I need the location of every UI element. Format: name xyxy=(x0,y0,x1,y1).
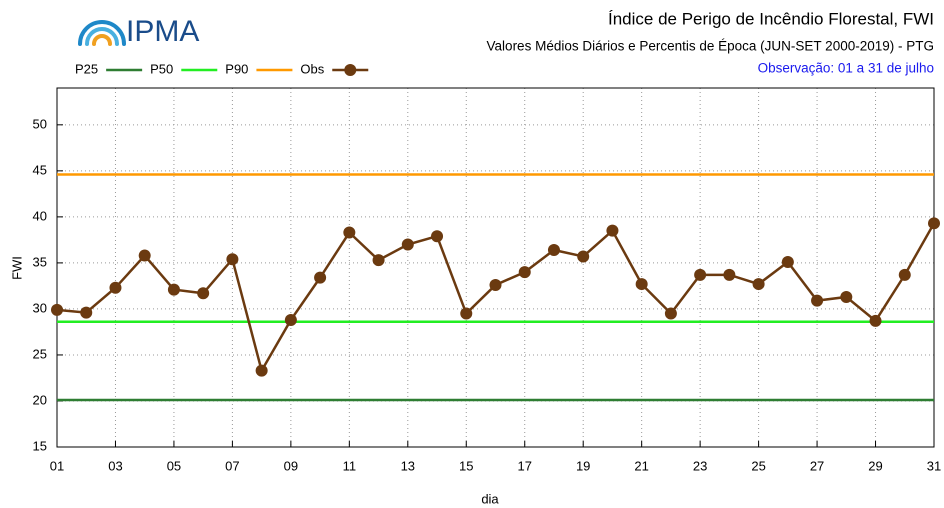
data-point xyxy=(109,281,122,294)
x-tick-label: 01 xyxy=(50,458,64,473)
data-point xyxy=(284,313,297,326)
data-point xyxy=(811,294,824,307)
x-tick-label: 11 xyxy=(343,458,357,473)
x-tick-label: 31 xyxy=(927,458,941,473)
y-tick-label: 20 xyxy=(33,392,47,407)
data-point xyxy=(723,268,736,281)
data-point xyxy=(197,287,210,300)
x-tick-label: 19 xyxy=(576,458,590,473)
x-tick-label: 15 xyxy=(459,458,473,473)
data-point xyxy=(226,253,239,266)
data-point xyxy=(518,266,531,279)
data-point xyxy=(606,224,619,237)
legend-label: P25 xyxy=(75,61,98,76)
x-axis-label: dia xyxy=(481,491,499,506)
data-point xyxy=(314,271,327,284)
x-tick-label: 17 xyxy=(517,458,531,473)
data-point xyxy=(577,250,590,263)
data-point xyxy=(869,314,882,327)
data-point xyxy=(372,254,385,267)
data-point xyxy=(51,303,63,316)
data-point xyxy=(664,307,677,320)
data-point xyxy=(840,290,853,303)
y-tick-label: 15 xyxy=(33,438,47,453)
data-point xyxy=(460,307,473,320)
data-point xyxy=(928,217,940,230)
data-point xyxy=(752,278,765,291)
data-point xyxy=(255,364,268,377)
data-point xyxy=(781,255,794,268)
x-tick-label: 27 xyxy=(810,458,824,473)
data-point xyxy=(431,230,444,243)
y-tick-label: 25 xyxy=(33,346,47,361)
data-point xyxy=(635,278,648,291)
x-tick-label: 05 xyxy=(167,458,181,473)
x-tick-label: 09 xyxy=(284,458,298,473)
y-tick-label: 40 xyxy=(33,208,47,223)
logo-icon xyxy=(78,20,126,46)
legend-label: P90 xyxy=(225,61,248,76)
chart-subtitle: Valores Médios Diários e Percentis de Ép… xyxy=(487,39,934,54)
y-axis-label: FWI xyxy=(9,256,24,280)
data-point xyxy=(694,268,707,281)
chart-note: Observação: 01 a 31 de julho xyxy=(758,61,934,76)
x-tick-label: 13 xyxy=(401,458,415,473)
data-point xyxy=(547,244,560,257)
y-tick-label: 45 xyxy=(33,162,47,177)
y-tick-label: 35 xyxy=(33,254,47,269)
plot-frame xyxy=(56,87,935,448)
x-tick-label: 07 xyxy=(225,458,239,473)
data-point xyxy=(343,226,356,239)
legend-label: Obs xyxy=(300,61,324,76)
chart-title: Índice de Perigo de Incêndio Florestal, … xyxy=(608,9,934,28)
x-tick-label: 29 xyxy=(868,458,882,473)
data-point xyxy=(167,283,180,296)
data-point xyxy=(80,306,93,319)
x-tick-label: 23 xyxy=(693,458,707,473)
y-tick-label: 30 xyxy=(33,300,47,315)
x-tick-label: 21 xyxy=(634,458,648,473)
data-point xyxy=(898,268,911,281)
logo-text: IPMA xyxy=(126,15,199,48)
data-point xyxy=(489,278,502,291)
data-point xyxy=(401,238,414,251)
legend-label: P50 xyxy=(150,61,173,76)
x-tick-label: 25 xyxy=(751,458,765,473)
y-tick-label: 50 xyxy=(33,116,47,131)
data-point xyxy=(138,249,151,262)
legend-marker xyxy=(344,64,357,76)
x-tick-label: 03 xyxy=(108,458,122,473)
series-line xyxy=(56,222,936,374)
